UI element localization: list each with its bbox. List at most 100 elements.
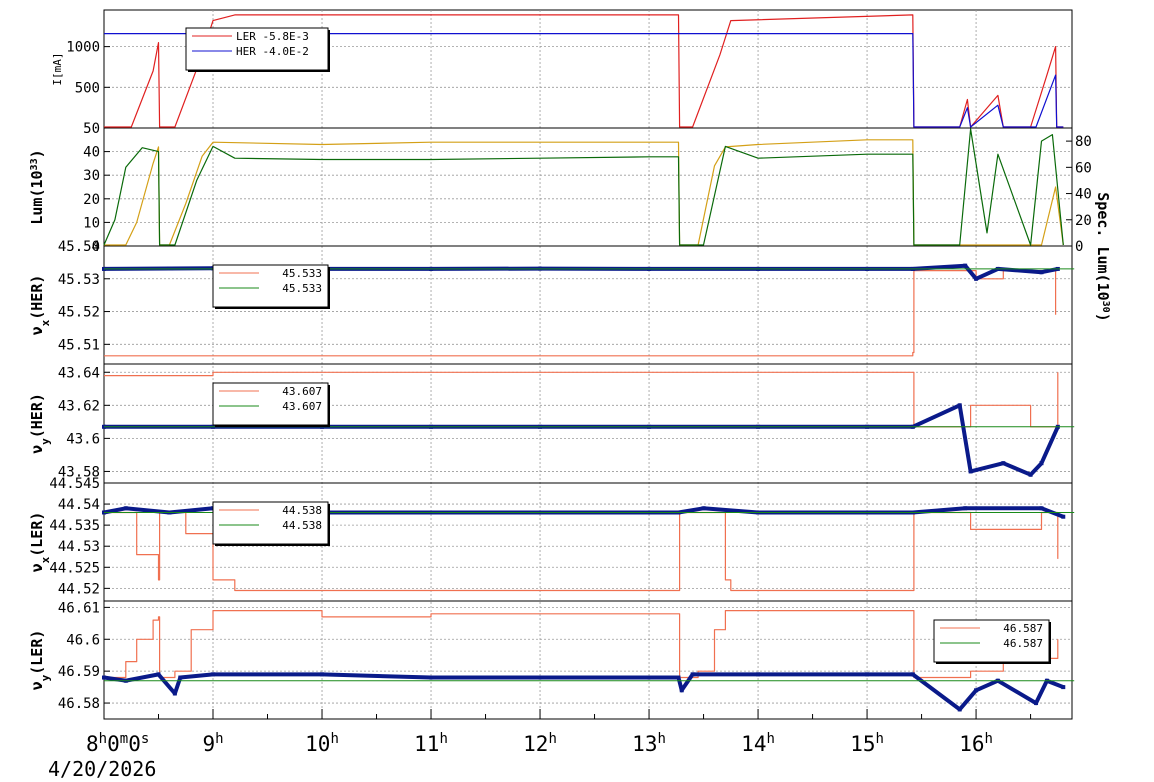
data-point — [1001, 461, 1006, 466]
data-point — [701, 506, 706, 511]
x-tick-label: 13h — [632, 731, 666, 756]
legend-label: HER -4.0E-2 — [236, 45, 309, 58]
y-tick-label: 1000 — [66, 40, 100, 56]
data-point — [123, 506, 128, 511]
y-tick-label: 46.59 — [58, 664, 100, 680]
y-tick-label: 44.52 — [58, 581, 100, 597]
data-point — [1034, 701, 1039, 706]
legend-label: 44.538 — [282, 519, 322, 532]
y-tick-label: 45.53 — [58, 272, 100, 288]
y-tick-label: 30 — [83, 168, 100, 184]
data-point — [679, 688, 684, 693]
data-point — [178, 675, 183, 680]
x-tick-label: 9h — [202, 731, 223, 756]
y-tick-label: 44.54 — [58, 497, 100, 513]
data-point — [1061, 514, 1066, 519]
legend-label: 44.538 — [282, 504, 322, 517]
x-tick-label: 10h — [305, 731, 339, 756]
y-tick-label: 20 — [83, 192, 100, 208]
data-point — [974, 276, 979, 281]
data-point — [429, 675, 434, 680]
y-tick-label: 0 — [92, 239, 100, 255]
legend-label: 46.587 — [1003, 622, 1043, 635]
series-line-Lum — [104, 139, 1064, 246]
y-axis-label: I[mA] — [51, 52, 64, 85]
data-point — [957, 707, 962, 712]
y-axis-label: Lum(1033) — [28, 149, 46, 224]
y-tick-label: 46.58 — [58, 696, 100, 712]
data-point — [172, 691, 177, 696]
y-axis-label: νx(HER) — [28, 275, 52, 336]
x-tick-label: 11h — [414, 731, 448, 756]
data-point — [676, 675, 681, 680]
y-axis-label: νy(HER) — [28, 393, 52, 454]
data-point — [963, 263, 968, 268]
legend-label: 45.533 — [282, 282, 322, 295]
data-point — [957, 403, 962, 408]
y-right-tick-label: 0 — [1075, 239, 1083, 255]
data-point — [102, 675, 106, 680]
data-point — [756, 672, 761, 677]
data-point — [963, 506, 968, 511]
y-tick-label: 43.64 — [58, 365, 100, 381]
data-point — [211, 672, 216, 677]
y-tick-label: 44.525 — [49, 560, 100, 576]
legend-label: 46.587 — [1003, 637, 1043, 650]
y-right-tick-label: 60 — [1075, 160, 1092, 176]
y-tick-label: 10 — [83, 215, 100, 231]
x-tick-label: 14h — [741, 731, 775, 756]
y-tick-label: 43.6 — [66, 431, 100, 447]
data-point — [910, 672, 915, 677]
x-tick-label: 8h0m0s — [86, 731, 149, 756]
x-tick-label: 16h — [959, 731, 993, 756]
data-point — [865, 672, 870, 677]
data-point — [1039, 270, 1044, 275]
legend-label: 43.607 — [282, 400, 322, 413]
data-point — [647, 675, 652, 680]
data-point — [320, 672, 325, 677]
y-tick-label: 45.52 — [58, 305, 100, 321]
y-tick-label: 43.58 — [58, 464, 100, 480]
data-point — [1061, 685, 1066, 690]
x-tick-label: 15h — [850, 731, 884, 756]
data-point — [690, 672, 695, 677]
y-axis-label: νy(LER) — [28, 630, 52, 691]
legend-box — [933, 619, 1050, 663]
date-label: 4/20/2026 — [48, 757, 156, 781]
y-tick-label: 46.61 — [58, 600, 100, 616]
y-tick-label: 40 — [83, 145, 100, 161]
y-right-axis-label: Spec. Lum(1030) — [1094, 192, 1112, 321]
legend-box — [185, 27, 329, 71]
legend-box — [212, 264, 329, 308]
y-axis-label: νx(LER) — [28, 512, 52, 573]
y-tick-label: 45.51 — [58, 337, 100, 353]
y-tick-label: 500 — [75, 80, 100, 96]
series-line-Spec. Lum — [103, 128, 1064, 246]
data-point — [1039, 461, 1044, 466]
panel-nux_her: 45.51 45.52 45.53 45.54 νx(HER) 45.533 45.533 — [28, 239, 1075, 365]
legend-box — [212, 501, 329, 545]
panel-nux_ler: 44.52 44.525 44.53 44.535 44.54 44.545 νx(LER)… — [28, 476, 1075, 602]
y-tick-label: 44.545 — [49, 476, 100, 492]
legend-label: LER -5.8E-3 — [236, 30, 309, 43]
y-tick-label: 46.6 — [66, 632, 100, 648]
data-point — [968, 469, 973, 474]
series-line-set — [104, 610, 1059, 679]
x-axis: 8h0m0s 9h 10h 11h 12h 13h 14h 15h 16h 4/20/2026 — [48, 731, 993, 781]
data-point — [156, 672, 161, 677]
panel-nuy_ler: 46.58 46.59 46.6 46.61 νy(LER) 46.587 46.587 — [28, 600, 1075, 720]
legend-label: 43.607 — [282, 385, 322, 398]
data-point — [1039, 506, 1044, 511]
y-right-tick-label: 80 — [1075, 134, 1092, 150]
y-tick-label: 45.54 — [58, 239, 100, 255]
legend-label: 45.533 — [282, 267, 322, 280]
data-point — [1028, 472, 1033, 477]
data-point — [538, 675, 543, 680]
series-line-measured — [103, 672, 1065, 712]
panel-nuy_her: 43.58 43.6 43.62 43.64 νy(HER) 43.607 43.607 — [28, 365, 1075, 484]
panel-luminosity: 0 10 20 30 40 50 0 20 40 60 80 Lum(1033) Spec. Lum(1… — [28, 121, 1112, 322]
y-tick-label: 43.62 — [58, 398, 100, 414]
y-right-tick-label: 40 — [1075, 187, 1092, 203]
